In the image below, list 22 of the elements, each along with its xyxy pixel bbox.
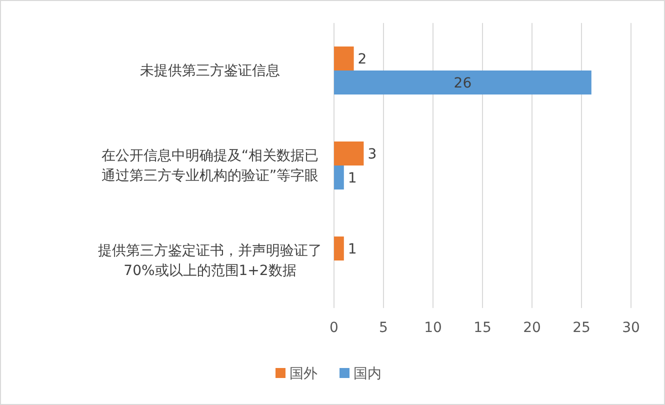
bar [334,236,344,260]
data-label: 3 [368,146,377,162]
data-label: 1 [348,170,357,186]
data-label: 2 [358,52,367,68]
data-label: 26 [454,76,472,92]
bar [334,70,592,94]
legend-label: 国内 [354,366,382,382]
bar [334,166,344,190]
data-label: 1 [348,242,357,258]
x-tick-label: 30 [622,320,640,336]
bar [334,46,354,70]
y-tick-label: 在公开信息中明确提及“相关数据已通过第三方专业机构的验证”等字眼 [100,146,320,186]
x-tick-label: 25 [572,320,590,336]
x-tick-label: 5 [379,320,388,336]
legend-label: 国外 [290,366,318,382]
y-tick-label: 未提供第三方鉴证信息 [139,62,281,80]
x-tick-label: 0 [330,320,338,336]
x-tick-label: 15 [474,320,492,336]
x-tick-label: 20 [523,320,541,336]
x-tick-label: 10 [424,320,442,336]
y-tick-label: 提供第三方鉴定证书，并声明验证了70%或以上的范围1+2数据 [97,242,323,280]
bar [334,142,364,166]
